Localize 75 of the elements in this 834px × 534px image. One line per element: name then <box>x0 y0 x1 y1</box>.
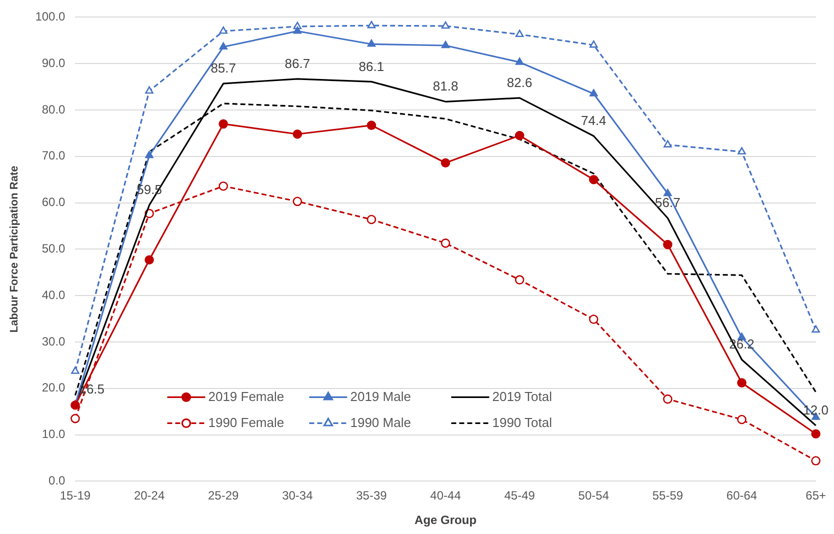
x-tick-label: 20-24 <box>134 488 165 503</box>
point <box>366 120 376 130</box>
point <box>218 119 228 129</box>
point <box>514 275 524 284</box>
data-label: 85.7 <box>210 60 236 76</box>
y-tick-label: 40.0 <box>42 288 66 302</box>
point <box>590 89 598 96</box>
legend-label: 2019 Total <box>492 388 552 404</box>
y-tick-label: 30.0 <box>42 334 66 348</box>
data-label: 74.4 <box>580 113 606 128</box>
point <box>812 325 820 333</box>
x-tick-label: 35-39 <box>356 488 388 503</box>
point <box>219 42 228 50</box>
legend-label: 1990 Female <box>208 414 284 430</box>
y-tick-label: 70.0 <box>42 148 66 163</box>
x-tick-label: 55-59 <box>652 488 684 503</box>
y-tick-label: 80.0 <box>42 102 66 116</box>
point <box>367 20 376 28</box>
point <box>218 181 228 191</box>
point <box>737 414 746 424</box>
point <box>811 429 820 439</box>
data-label: 82.6 <box>506 75 532 90</box>
point <box>588 174 598 184</box>
point <box>367 39 376 47</box>
point <box>663 240 672 250</box>
point <box>738 147 746 154</box>
y-tick-label: 50.0 <box>42 242 66 256</box>
point <box>292 196 302 206</box>
point <box>811 456 820 466</box>
y-axis-title: Labour Force Participation Rate <box>8 166 21 333</box>
y-tick-label: 100.0 <box>35 10 66 24</box>
point <box>145 86 154 94</box>
point <box>70 414 80 424</box>
point <box>366 214 376 224</box>
legend-label: 2019 Male <box>350 388 411 404</box>
point <box>664 140 672 148</box>
point <box>737 378 746 388</box>
x-tick-label: 45-49 <box>504 488 536 503</box>
point <box>219 26 228 34</box>
legend-label: 1990 Male <box>350 414 411 430</box>
point <box>590 40 598 48</box>
x-tick-label: 15-19 <box>60 488 91 503</box>
point <box>71 366 80 374</box>
point <box>514 130 524 140</box>
point <box>441 40 450 48</box>
point <box>515 58 524 65</box>
point <box>292 129 302 139</box>
x-tick-label: 50-54 <box>578 488 610 503</box>
x-tick-label: 40-44 <box>430 488 462 503</box>
point <box>70 400 80 410</box>
y-tick-label: 10.0 <box>42 427 66 442</box>
legend-label: 2019 Female <box>208 388 284 404</box>
point <box>440 158 450 168</box>
data-label: 86.1 <box>358 58 384 74</box>
x-tick-label: 60-64 <box>726 488 758 503</box>
point <box>144 255 154 265</box>
x-tick-label: 30-34 <box>282 488 314 503</box>
y-tick-label: 20.0 <box>42 380 66 395</box>
legend-label: 1990 Total <box>492 414 552 430</box>
point <box>145 150 154 158</box>
y-tick-label: 0.0 <box>48 474 66 488</box>
point <box>664 188 672 196</box>
x-axis-title: Age Group <box>414 513 477 528</box>
point <box>293 26 302 34</box>
y-tick-label: 90.0 <box>42 56 66 70</box>
point <box>441 21 450 29</box>
point <box>515 30 524 38</box>
point <box>440 238 450 248</box>
point <box>663 394 672 404</box>
point <box>588 314 598 324</box>
x-tick-label: 65+ <box>806 488 826 503</box>
data-label: 86.7 <box>284 56 310 71</box>
y-tick-label: 60.0 <box>42 195 66 210</box>
x-tick-label: 25-29 <box>208 488 240 503</box>
data-label: 81.8 <box>432 78 458 94</box>
